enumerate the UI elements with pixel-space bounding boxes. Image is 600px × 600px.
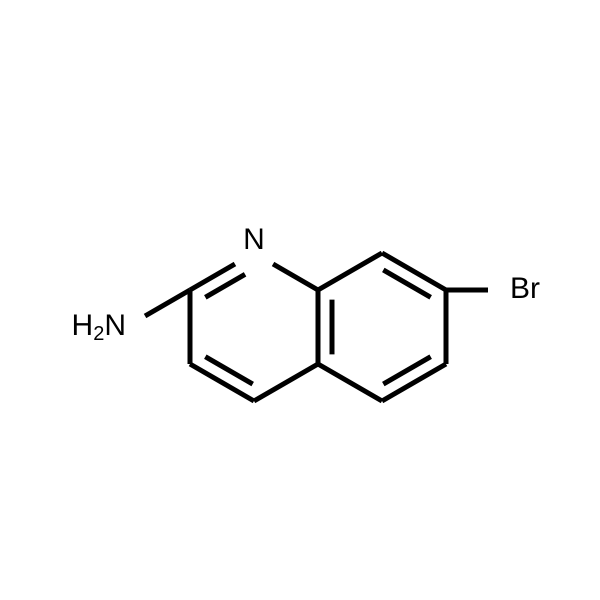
bond-line <box>318 364 382 401</box>
atom-label-amine: H2N <box>72 309 126 345</box>
bond-line <box>273 264 318 290</box>
bond-line <box>383 357 430 384</box>
bond-line <box>205 357 252 384</box>
bond-line <box>145 290 190 316</box>
molecule-diagram: N H2N Br <box>0 0 600 600</box>
bond-line <box>382 253 446 290</box>
bond-line <box>190 364 254 401</box>
bonds-group <box>145 253 488 401</box>
atom-label-br: Br <box>510 272 540 305</box>
bond-line <box>254 364 318 401</box>
atom-label-n: N <box>243 223 265 256</box>
bond-line <box>382 364 446 401</box>
bond-line <box>318 253 382 290</box>
bond-line <box>383 270 430 297</box>
